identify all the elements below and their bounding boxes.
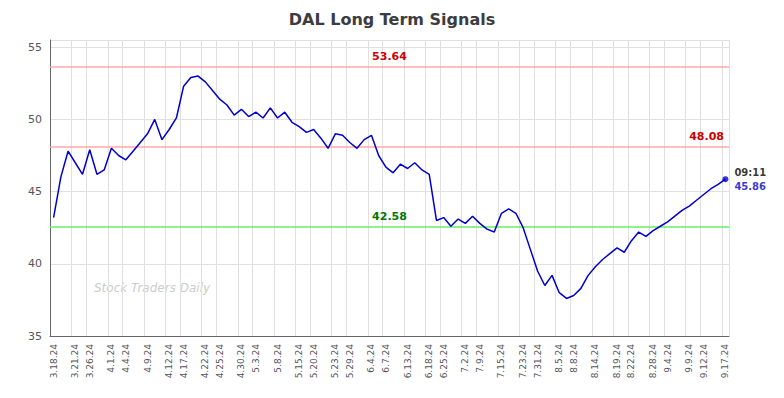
svg-text:4.1.24: 4.1.24 bbox=[106, 344, 116, 373]
svg-text:5.15.24: 5.15.24 bbox=[294, 344, 304, 379]
svg-text:8.8.24: 8.8.24 bbox=[569, 344, 579, 373]
svg-text:6.18.24: 6.18.24 bbox=[424, 344, 434, 379]
svg-text:35: 35 bbox=[28, 330, 42, 343]
svg-text:9.17.24: 9.17.24 bbox=[720, 344, 730, 379]
svg-text:5.3.24: 5.3.24 bbox=[251, 344, 261, 373]
svg-text:4.17.24: 4.17.24 bbox=[179, 344, 189, 379]
svg-text:53.64: 53.64 bbox=[372, 50, 407, 63]
svg-text:8.5.24: 8.5.24 bbox=[554, 344, 564, 373]
svg-text:50: 50 bbox=[28, 113, 42, 126]
svg-text:3.18.24: 3.18.24 bbox=[49, 344, 59, 379]
svg-text:3.26.24: 3.26.24 bbox=[85, 344, 95, 379]
svg-text:5.23.24: 5.23.24 bbox=[330, 344, 340, 379]
svg-text:4.30.24: 4.30.24 bbox=[236, 344, 246, 379]
svg-text:Stock Traders Daily: Stock Traders Daily bbox=[94, 281, 211, 295]
svg-text:5.29.24: 5.29.24 bbox=[345, 344, 355, 379]
svg-text:9.4.24: 9.4.24 bbox=[663, 344, 673, 373]
svg-text:DAL Long Term Signals: DAL Long Term Signals bbox=[289, 10, 495, 29]
svg-text:3.21.24: 3.21.24 bbox=[70, 344, 80, 379]
svg-text:6.25.24: 6.25.24 bbox=[439, 344, 449, 379]
svg-text:7.31.24: 7.31.24 bbox=[533, 344, 543, 379]
svg-text:7.2.24: 7.2.24 bbox=[460, 344, 470, 373]
svg-text:7.23.24: 7.23.24 bbox=[518, 344, 528, 379]
svg-text:4.25.24: 4.25.24 bbox=[215, 344, 225, 379]
svg-text:5.8.24: 5.8.24 bbox=[273, 344, 283, 373]
svg-text:6.7.24: 6.7.24 bbox=[381, 344, 391, 373]
svg-text:6.4.24: 6.4.24 bbox=[366, 344, 376, 373]
svg-text:8.22.24: 8.22.24 bbox=[626, 344, 636, 379]
svg-text:4.9.24: 4.9.24 bbox=[143, 344, 153, 373]
svg-text:6.13.24: 6.13.24 bbox=[403, 344, 413, 379]
svg-text:5.20.24: 5.20.24 bbox=[309, 344, 319, 379]
svg-text:45: 45 bbox=[28, 185, 42, 198]
svg-text:4.12.24: 4.12.24 bbox=[164, 344, 174, 379]
svg-text:7.9.24: 7.9.24 bbox=[475, 344, 485, 373]
svg-text:55: 55 bbox=[28, 41, 42, 54]
svg-text:8.14.24: 8.14.24 bbox=[590, 344, 600, 379]
svg-text:48.08: 48.08 bbox=[689, 130, 724, 143]
svg-text:42.58: 42.58 bbox=[372, 210, 407, 223]
svg-text:09:11: 09:11 bbox=[734, 167, 766, 178]
svg-text:4.4.24: 4.4.24 bbox=[121, 344, 131, 373]
svg-text:8.28.24: 8.28.24 bbox=[648, 344, 658, 379]
svg-text:7.15.24: 7.15.24 bbox=[496, 344, 506, 379]
svg-text:8.19.24: 8.19.24 bbox=[612, 344, 622, 379]
svg-text:45.86: 45.86 bbox=[734, 181, 766, 192]
svg-text:9.12.24: 9.12.24 bbox=[699, 344, 709, 379]
svg-text:4.22.24: 4.22.24 bbox=[200, 344, 210, 379]
svg-text:40: 40 bbox=[28, 257, 42, 270]
svg-text:9.9.24: 9.9.24 bbox=[684, 344, 694, 373]
